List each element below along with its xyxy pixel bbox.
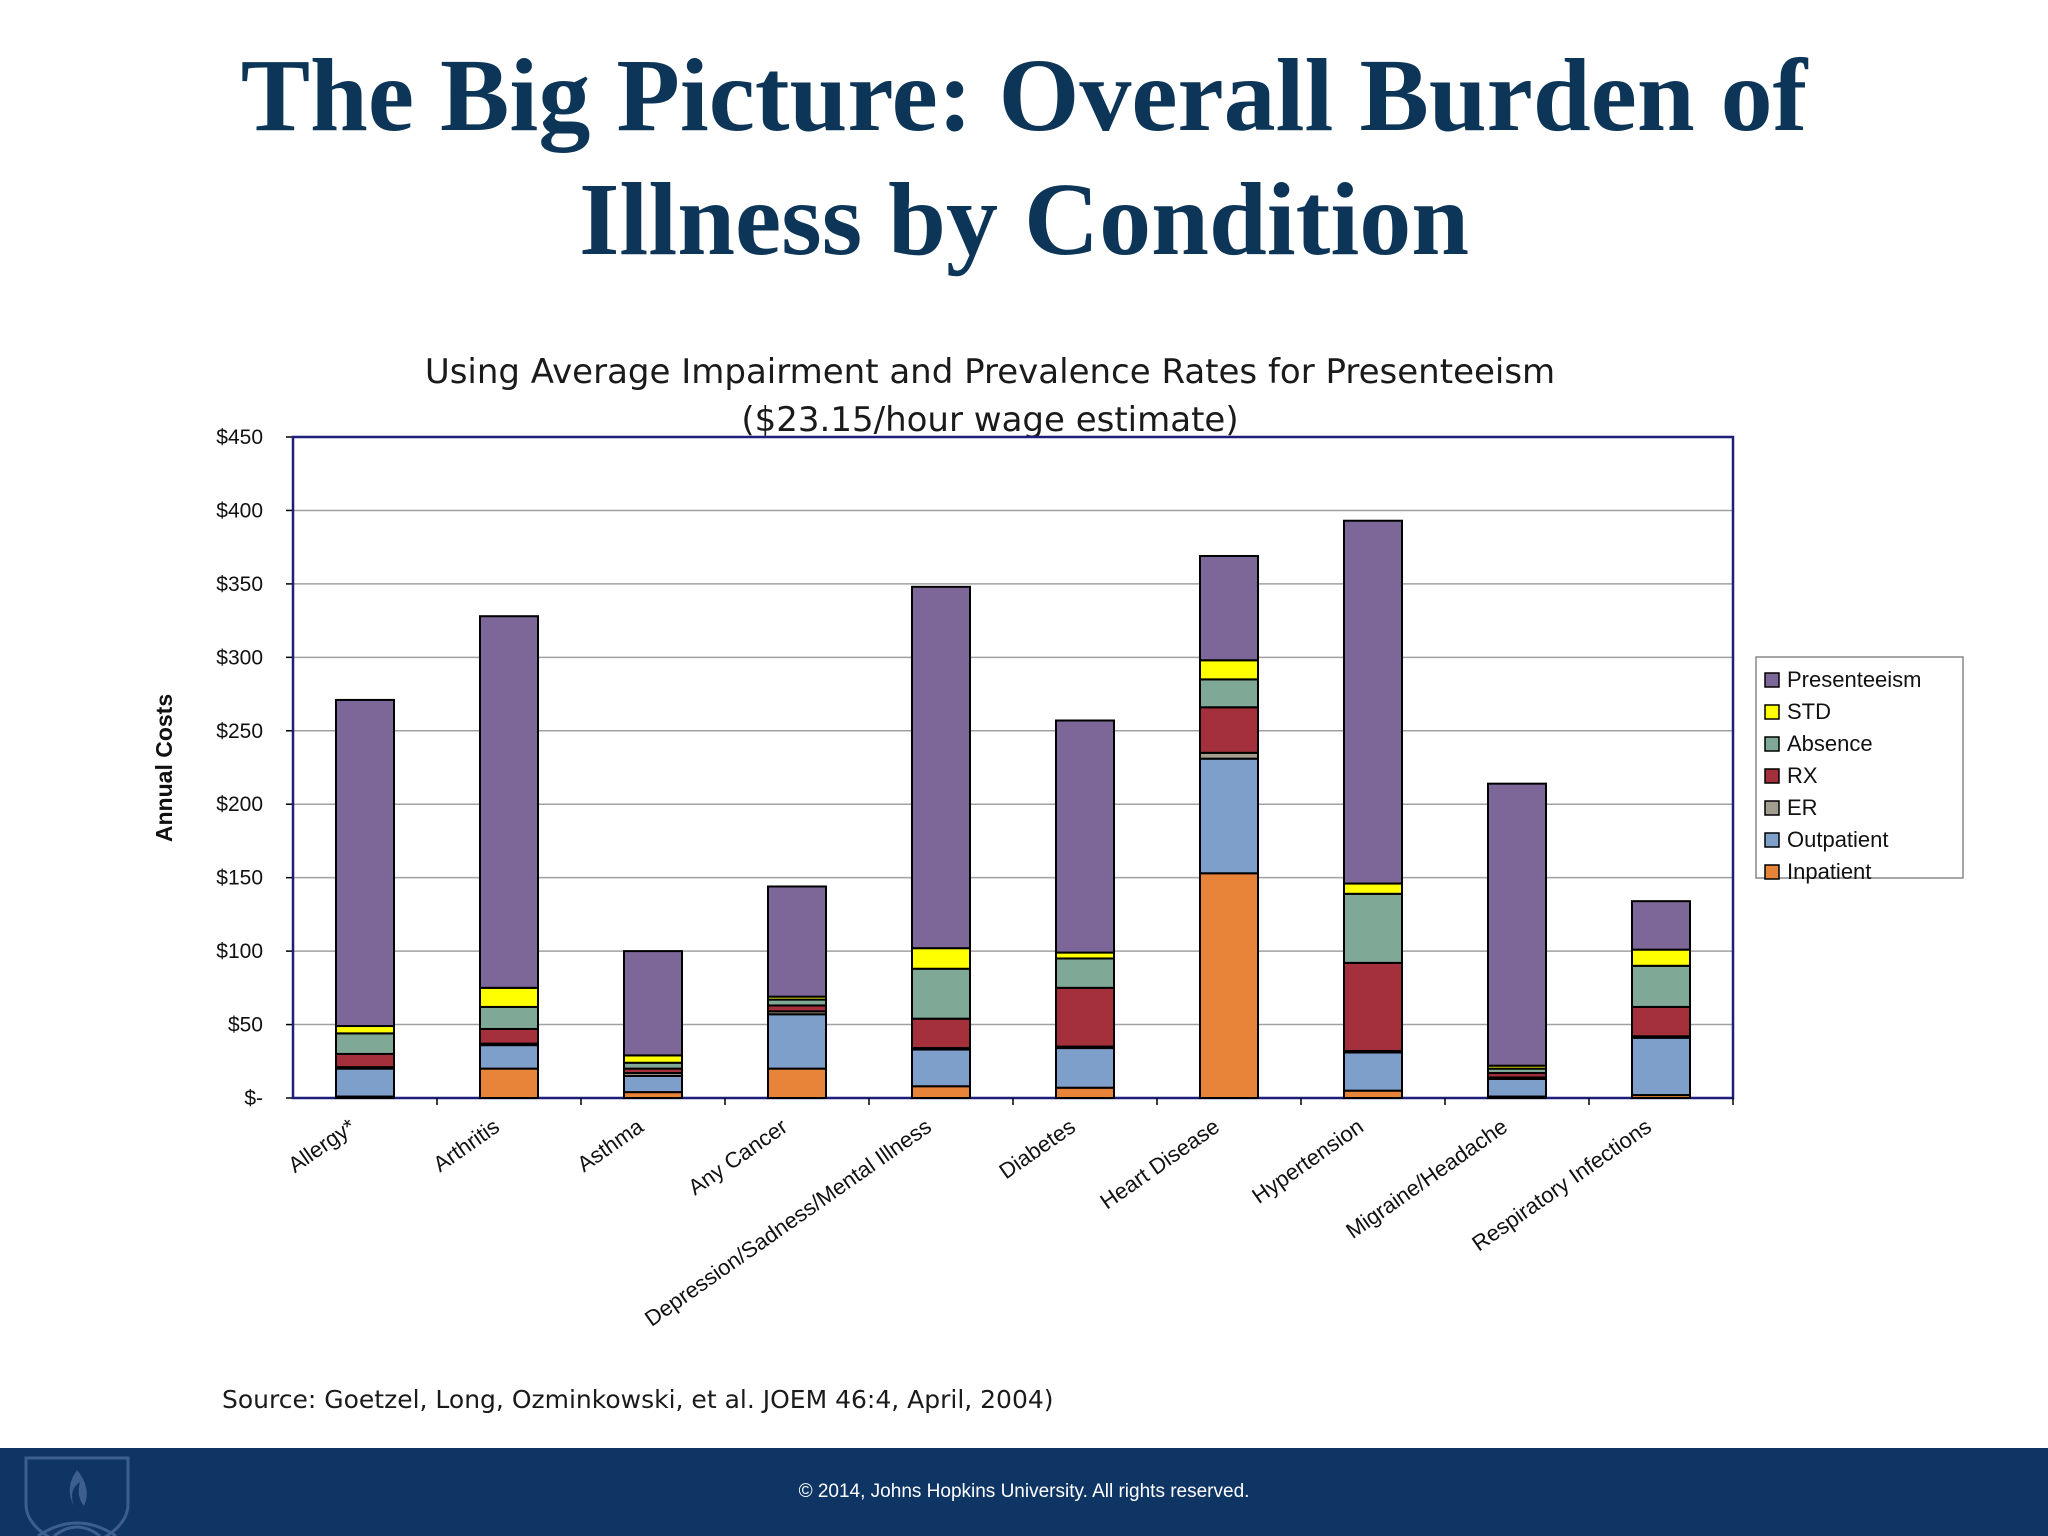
- y-tick-label: $50: [228, 1014, 263, 1037]
- bar-segment-inpatient: [767, 1067, 827, 1099]
- legend-swatch-absence: [1764, 736, 1780, 752]
- bar-segment-rx: [1055, 986, 1115, 1048]
- bar-segment-presenteeism: [479, 615, 539, 989]
- bar-segment-presenteeism: [1199, 554, 1259, 662]
- legend-label-std: STD: [1787, 699, 1831, 724]
- legend-label-presenteeism: Presenteeism: [1787, 667, 1922, 692]
- bar-segment-inpatient: [1055, 1086, 1115, 1099]
- bar-segment-outpatient: [1343, 1051, 1403, 1092]
- x-category-label: Asthma: [572, 1113, 648, 1177]
- x-category-label: Heart Disease: [1095, 1114, 1224, 1214]
- bar-segment-std: [1343, 882, 1403, 895]
- bar-segment-rx: [1199, 706, 1259, 754]
- y-axis-label: Annual Costs: [151, 694, 177, 842]
- bar-segment-inpatient: [1343, 1089, 1403, 1099]
- bar-segment-rx: [1343, 961, 1403, 1052]
- bar-segment-outpatient: [767, 1013, 827, 1070]
- y-tick-label: $400: [216, 499, 263, 522]
- bar-segment-absence: [479, 1005, 539, 1030]
- bar-segment-inpatient: [479, 1067, 539, 1099]
- legend-label-inpatient: Inpatient: [1787, 859, 1871, 884]
- slide-title-line1: The Big Picture: Overall Burden of: [240, 38, 1808, 153]
- x-category-label: Hypertension: [1247, 1114, 1368, 1209]
- y-tick-label: $100: [216, 940, 263, 963]
- slide-title-line2: Illness by Condition: [578, 162, 1470, 277]
- chart-subtitle: ($23.15/hour wage estimate): [741, 400, 1239, 440]
- legend-swatch-inpatient: [1764, 864, 1780, 880]
- bar-segment-absence: [1199, 678, 1259, 709]
- footer-bar: © 2014, Johns Hopkins University. All ri…: [0, 1448, 2048, 1536]
- slide-title: The Big Picture: Overall Burden of Illne…: [0, 34, 2048, 282]
- chart-title-block: Using Average Impairment and Prevalence …: [370, 348, 1610, 444]
- bar-segment-inpatient: [1199, 872, 1259, 1100]
- x-category-label: Allergy*: [283, 1113, 360, 1177]
- bar-segment-inpatient: [911, 1085, 971, 1100]
- chart-title: Using Average Impairment and Prevalence …: [424, 352, 1556, 392]
- y-tick-label: $300: [216, 646, 263, 669]
- bar-segment-std: [1199, 659, 1259, 681]
- bar-segment-rx: [1631, 1005, 1691, 1038]
- y-tick-label: $450: [216, 426, 263, 449]
- bar-segment-absence: [335, 1032, 395, 1055]
- bar-segment-rx: [335, 1052, 395, 1069]
- legend-box: [1755, 656, 1964, 879]
- x-category-label: Diabetes: [994, 1114, 1079, 1184]
- bar-segment-outpatient: [1055, 1047, 1115, 1089]
- bar-segment-outpatient: [335, 1067, 395, 1098]
- y-tick-label: $150: [216, 867, 263, 890]
- bar-segment-presenteeism: [1487, 782, 1547, 1067]
- bar-segment-std: [911, 947, 971, 970]
- bar-segment-presenteeism: [767, 885, 827, 998]
- x-category-label: Arthritis: [428, 1114, 503, 1177]
- university-shield-icon: [24, 1456, 130, 1536]
- bar-segment-outpatient: [1199, 757, 1259, 875]
- y-tick-label: $350: [216, 573, 263, 596]
- bar-segment-std: [479, 986, 539, 1008]
- y-tick-label: $250: [216, 720, 263, 743]
- bar-segment-std: [335, 1025, 395, 1035]
- bar-segment-rx: [479, 1027, 539, 1045]
- legend-swatch-presenteeism: [1764, 672, 1780, 688]
- legend-label-outpatient: Outpatient: [1787, 827, 1889, 852]
- bar-segment-presenteeism: [911, 585, 971, 950]
- y-tick-label: $200: [216, 793, 263, 816]
- x-category-label: Any Cancer: [683, 1114, 792, 1200]
- legend-swatch-std: [1764, 704, 1780, 720]
- bar-segment-std: [623, 1054, 683, 1064]
- bar-segment-outpatient: [1487, 1077, 1547, 1098]
- bar-segment-outpatient: [1631, 1036, 1691, 1097]
- legend-label-absence: Absence: [1787, 731, 1873, 756]
- bar-segment-presenteeism: [1343, 519, 1403, 885]
- stacked-bar-chart: $- $50 $100 $150 $200 $250 $300 $350 $400 $450 Ann…: [151, 426, 1964, 1332]
- bar-segment-presenteeism: [623, 950, 683, 1057]
- bar-segment-absence: [1343, 892, 1403, 964]
- bar-segment-presenteeism: [335, 698, 395, 1028]
- bar-segment-absence: [1631, 964, 1691, 1008]
- source-citation: Source: Goetzel, Long, Ozminkowski, et a…: [222, 1385, 1054, 1414]
- bar-segment-presenteeism: [1631, 900, 1691, 951]
- bar-segment-outpatient: [479, 1044, 539, 1070]
- legend-label-rx: RX: [1787, 763, 1818, 788]
- bar-segment-rx: [911, 1017, 971, 1050]
- y-tick-label: $-: [244, 1087, 263, 1110]
- bar-segment-absence: [1055, 957, 1115, 989]
- copyright-text: © 2014, Johns Hopkins University. All ri…: [798, 1481, 1250, 1502]
- bar-segment-absence: [911, 967, 971, 1020]
- x-category-label: Depression/Sadness/Mental Illness: [640, 1114, 936, 1332]
- legend-swatch-er: [1764, 800, 1780, 816]
- legend-swatch-rx: [1764, 768, 1780, 784]
- legend-label-er: ER: [1787, 795, 1818, 820]
- bar-segment-presenteeism: [1055, 719, 1115, 954]
- legend-swatch-outpatient: [1764, 832, 1780, 848]
- bar-segment-outpatient: [911, 1048, 971, 1088]
- bar-segment-std: [1631, 948, 1691, 967]
- bar-segment-outpatient: [623, 1074, 683, 1094]
